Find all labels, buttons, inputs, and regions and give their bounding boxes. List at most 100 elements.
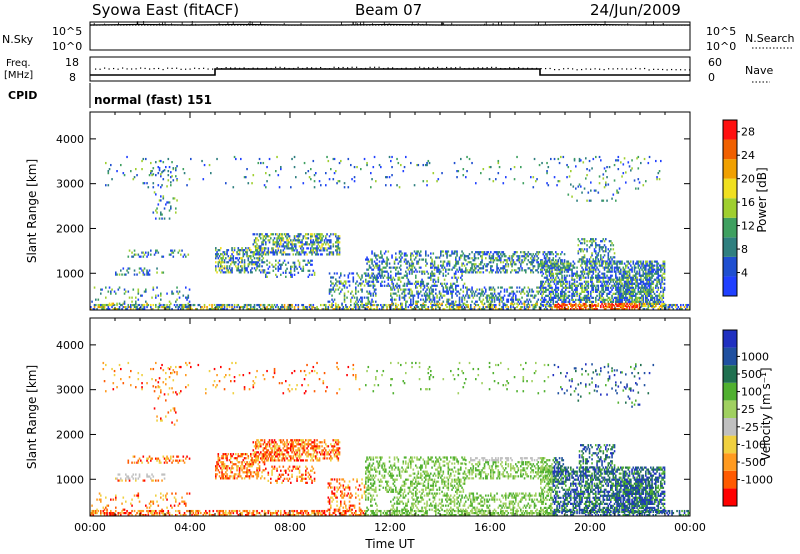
power-cell (628, 298, 631, 302)
power-cell (177, 305, 180, 309)
power-cell (255, 249, 257, 252)
power-cell (452, 266, 455, 269)
power-cell (673, 303, 676, 307)
power-cell (567, 264, 570, 267)
power-cell (425, 303, 427, 307)
power-cell (250, 257, 252, 260)
power-cell (261, 243, 263, 246)
power-cell (171, 290, 173, 293)
power-cell (563, 270, 566, 273)
power-cell (571, 264, 573, 267)
power-cell (576, 286, 578, 289)
power-cell (418, 258, 421, 261)
power-cell (553, 280, 556, 283)
power-cell (608, 270, 611, 273)
power-cell (287, 235, 290, 238)
power-cell (568, 286, 571, 289)
power-cell (421, 307, 423, 311)
power-cell (480, 294, 482, 297)
power-cell (362, 303, 365, 307)
power-cell (552, 292, 555, 295)
power-cell (298, 239, 301, 242)
power-cell (471, 288, 473, 291)
power-cell (570, 307, 572, 311)
power-cell (368, 302, 371, 305)
power-cell (223, 253, 226, 256)
power-cell (602, 298, 605, 302)
power-cell (361, 296, 363, 299)
power-cell (657, 272, 660, 275)
power-cell (581, 266, 583, 269)
power-cells (90, 155, 691, 311)
power-cell (617, 288, 620, 291)
power-cell (588, 296, 591, 299)
power-cell (582, 270, 585, 273)
power-cell (320, 235, 322, 238)
power-cell (435, 280, 437, 283)
power-cell (465, 267, 467, 270)
power-cell (631, 278, 633, 281)
power-cell (621, 282, 623, 285)
power-cell (291, 275, 293, 278)
power-cell (417, 280, 420, 283)
power-cell (416, 282, 418, 285)
power-cell (408, 264, 411, 267)
power-cell (260, 247, 262, 250)
power-cell (562, 294, 565, 297)
power-cell (248, 247, 251, 250)
power-cell (590, 270, 592, 273)
power-cell (426, 284, 428, 287)
power-cell (131, 255, 133, 258)
power-cell (441, 303, 443, 307)
power-cell (603, 280, 606, 283)
power-cell (307, 261, 310, 264)
power-cell (647, 298, 650, 302)
power-cell (220, 261, 222, 264)
power-cell (256, 253, 258, 256)
power-cell (385, 266, 387, 269)
power-cell (440, 294, 442, 297)
power-cell (630, 280, 632, 283)
power-cell (455, 272, 457, 275)
power-cell (168, 300, 171, 303)
power-cell (502, 303, 505, 307)
power-cell (451, 252, 453, 255)
power-cell (393, 307, 396, 311)
power-cell (545, 286, 547, 289)
power-cell (150, 249, 152, 252)
power-cell (410, 254, 412, 257)
power-cell (400, 268, 402, 271)
power-cell (526, 298, 528, 301)
power-cell (458, 268, 461, 271)
power-cell (325, 237, 327, 240)
power-cell (603, 260, 606, 263)
power-cell (337, 280, 340, 283)
power-cell (428, 276, 431, 279)
power-cell (332, 307, 335, 311)
power-cell (633, 266, 636, 269)
power-cell (362, 305, 365, 309)
power-cell (381, 305, 383, 309)
power-cell (637, 284, 640, 287)
power-cell (590, 290, 592, 293)
power-cell (658, 280, 661, 283)
power-cell (565, 276, 567, 279)
power-cell (392, 282, 395, 285)
power-cell (355, 282, 357, 285)
power-cell (566, 282, 568, 285)
power-cell (491, 257, 493, 260)
power-cell (410, 300, 412, 303)
power-cell (657, 298, 660, 302)
power-cell (403, 292, 406, 295)
power-cell (593, 266, 596, 269)
power-cell (420, 282, 422, 285)
power-cell (223, 303, 226, 307)
power-cell (355, 288, 357, 291)
power-cell (532, 267, 535, 270)
power-cell (277, 247, 280, 250)
power-cell (390, 274, 392, 277)
power-cell (663, 286, 666, 289)
power-cell (537, 271, 540, 274)
power-cell (460, 256, 462, 259)
power-cell (436, 303, 438, 307)
